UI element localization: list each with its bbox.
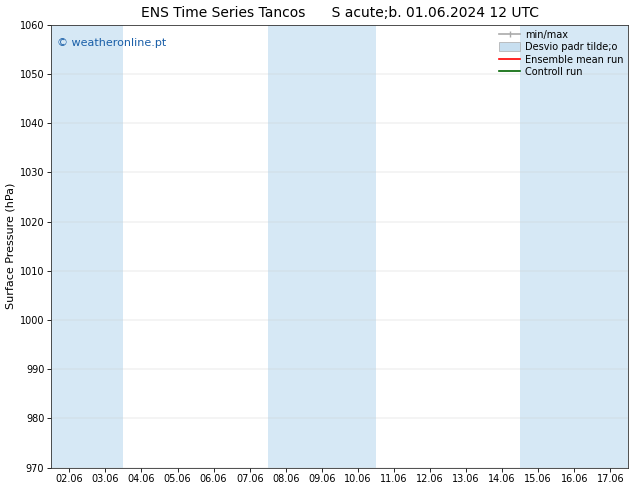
- Bar: [592, 25, 628, 467]
- Y-axis label: Surface Pressure (hPa): Surface Pressure (hPa): [6, 183, 16, 309]
- Bar: [556, 25, 592, 467]
- Bar: [304, 25, 340, 467]
- Bar: [340, 25, 376, 467]
- Bar: [87, 25, 124, 467]
- Title: ENS Time Series Tancos      S acute;b. 01.06.2024 12 UTC: ENS Time Series Tancos S acute;b. 01.06.…: [141, 5, 539, 20]
- Bar: [521, 25, 556, 467]
- Bar: [268, 25, 304, 467]
- Bar: [51, 25, 87, 467]
- Text: © weatheronline.pt: © weatheronline.pt: [57, 38, 166, 48]
- Legend: min/max, Desvio padr tilde;o, Ensemble mean run, Controll run: min/max, Desvio padr tilde;o, Ensemble m…: [497, 28, 626, 79]
